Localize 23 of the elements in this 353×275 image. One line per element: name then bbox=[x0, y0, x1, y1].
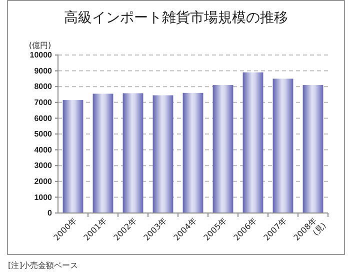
y-tick-label: 7000 bbox=[34, 98, 53, 107]
y-tick-label: 2000 bbox=[34, 176, 53, 186]
y-tick-label: 1000 bbox=[34, 192, 53, 202]
y-tick-label: 0 bbox=[48, 208, 53, 218]
y-tick-label: 6000 bbox=[34, 114, 53, 123]
y-tick-label: 4000 bbox=[34, 145, 53, 154]
bar bbox=[152, 95, 174, 213]
y-tick-label: 9000 bbox=[34, 66, 53, 76]
bar bbox=[302, 85, 324, 213]
y-tick-label: 5000 bbox=[34, 130, 53, 139]
bar bbox=[182, 92, 204, 213]
y-axis-title: (億円) bbox=[28, 41, 52, 50]
text: [注]小売金額ベース bbox=[8, 261, 78, 270]
bar bbox=[92, 94, 114, 213]
y-tick-label: 3000 bbox=[34, 161, 53, 170]
bar bbox=[62, 100, 84, 213]
y-tick-label: 10000 bbox=[30, 50, 53, 60]
bar bbox=[272, 78, 294, 213]
y-tick-label: 8000 bbox=[34, 82, 53, 92]
bar bbox=[212, 85, 234, 213]
bar bbox=[242, 72, 264, 213]
chart-title: 高級インポート雑貨市場規模の推移 bbox=[64, 10, 288, 26]
bar bbox=[122, 93, 144, 213]
